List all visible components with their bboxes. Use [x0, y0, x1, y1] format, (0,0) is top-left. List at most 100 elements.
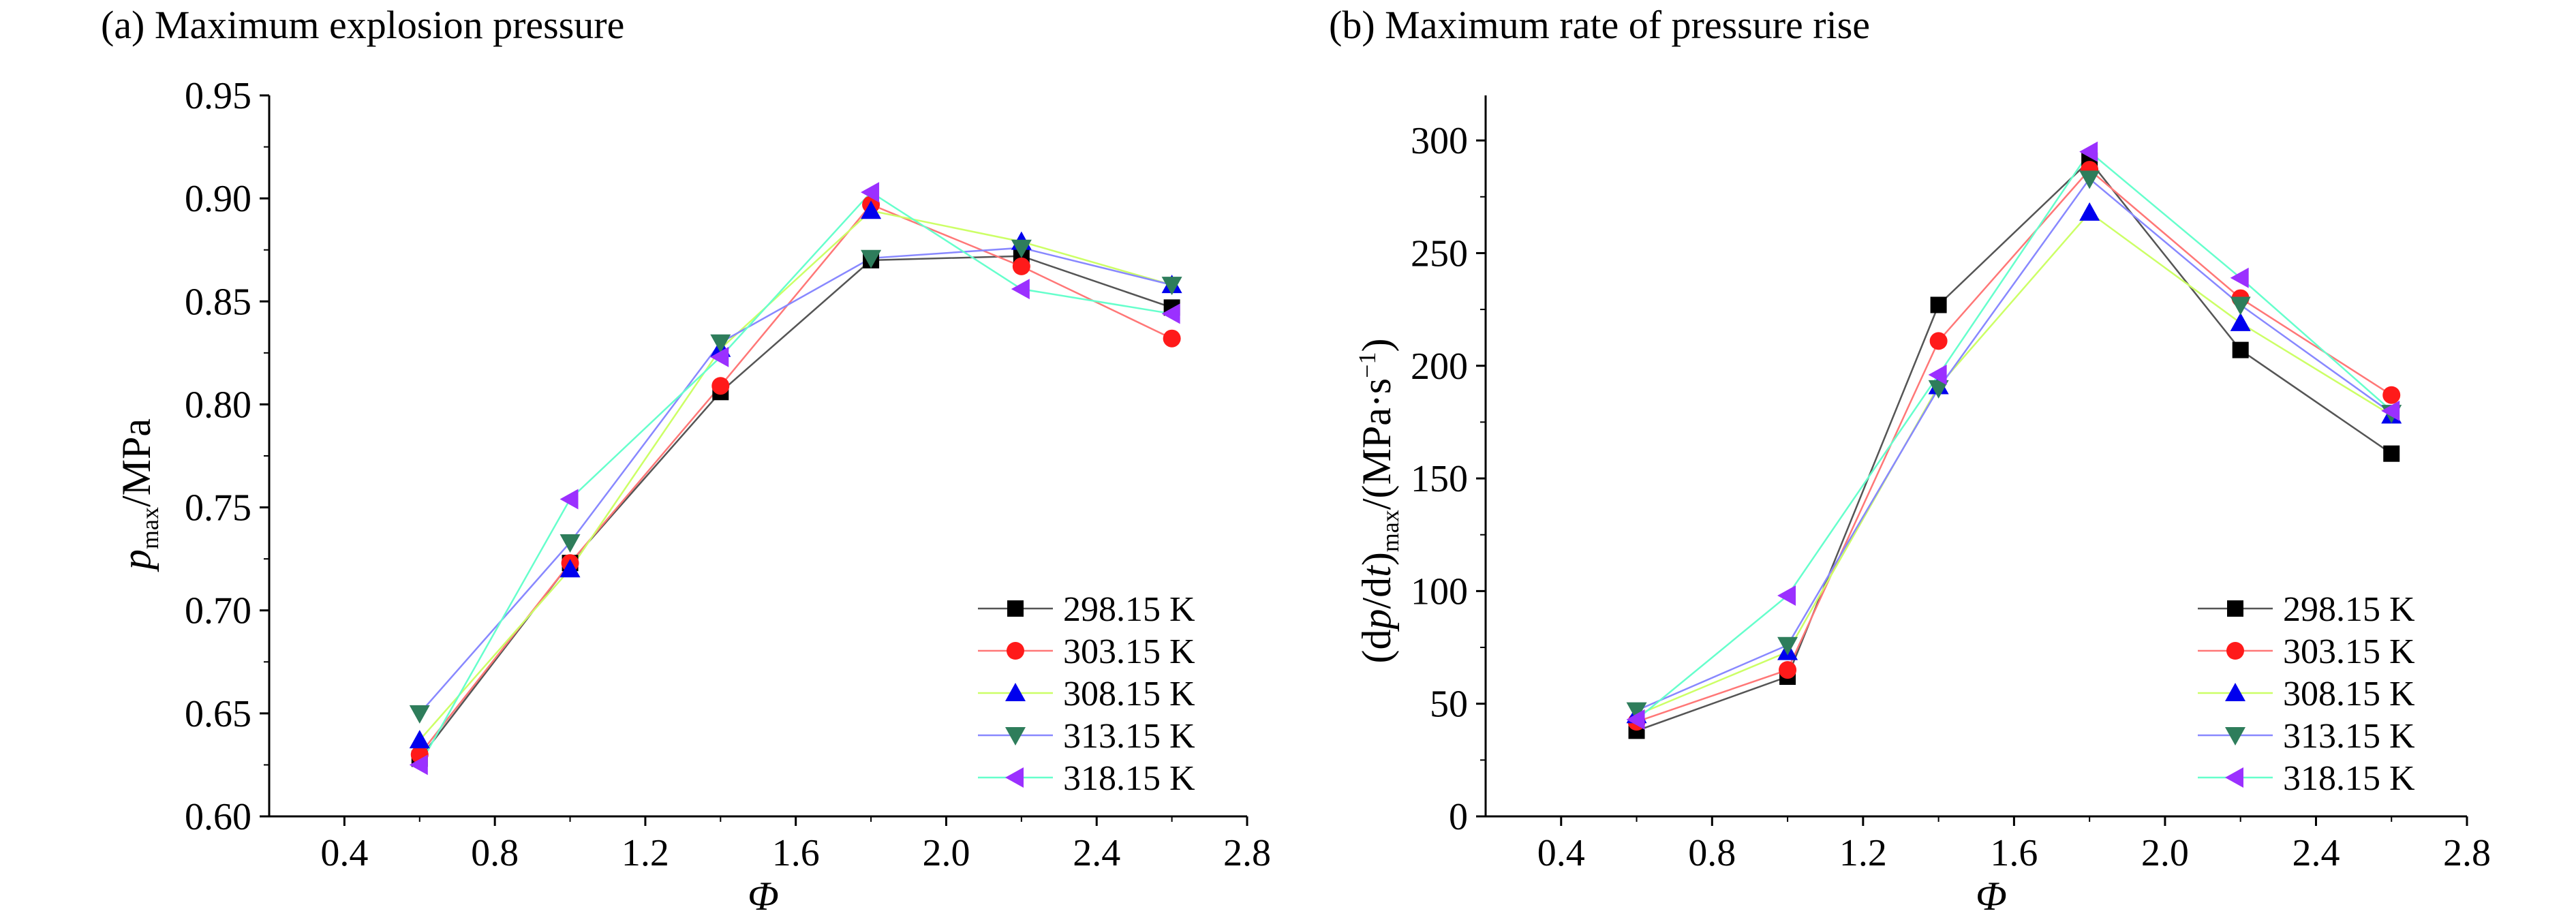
- b-y-tick-label: 0: [1449, 796, 1468, 838]
- b-series-line-31815: [1636, 150, 2393, 720]
- a-series-line-30315: [418, 203, 1173, 756]
- b-series-line-30815: [1636, 211, 2392, 716]
- a-y-tick-label: 0.90: [185, 178, 251, 220]
- a-series-line-31815: [418, 191, 1172, 766]
- b-legend-marker: [2225, 727, 2245, 746]
- panel-b-title: (b) Maximum rate of pressure rise: [1329, 3, 1870, 47]
- b-x-tick-label: 0.4: [1537, 832, 1585, 874]
- b-data-point-31815: [1928, 364, 1947, 385]
- b-data-point-30815: [2230, 312, 2251, 331]
- a-x-tick-label: 2.4: [1073, 832, 1120, 874]
- a-legend-label: 313.15 K: [1063, 717, 1195, 756]
- a-series-line-30815: [418, 209, 1172, 741]
- b-data-point-30815: [2079, 202, 2100, 221]
- b-x-tick-label: 1.6: [1990, 832, 2038, 874]
- a-data-point-31315: [1011, 239, 1032, 258]
- panel-b-x-axis-label: Φ: [1976, 874, 2007, 919]
- panel-a-title: (a) Maximum explosion pressure: [101, 3, 624, 47]
- a-data-point-31315: [710, 334, 731, 353]
- b-data-point-30315: [2382, 386, 2401, 404]
- b-data-point-31315: [1928, 380, 1949, 399]
- panel-a-axes: 0.4 0.8 1.2 1.6 2.0 2.4 2.8 0.60 0.65 0.70 0.75 0.8…: [185, 75, 1271, 874]
- a-legend-label: 318.15 K: [1063, 759, 1195, 798]
- b-x-tick-label: 2.4: [2292, 832, 2340, 874]
- a-y-tick-label: 0.85: [185, 281, 251, 323]
- b-legend-marker: [2227, 600, 2243, 617]
- panel-a-series-markers: [409, 182, 1182, 775]
- b-data-point-29815: [2383, 445, 2400, 462]
- b-data-point-31315: [2079, 170, 2100, 189]
- a-series-line-29815: [418, 255, 1173, 760]
- panel-b-series-markers: [1626, 141, 2402, 739]
- b-series-line-31315: [1636, 177, 2392, 711]
- a-y-tick-label: 0.70: [185, 590, 251, 632]
- b-series-line-29815: [1636, 159, 2392, 732]
- a-x-tick-label: 1.2: [622, 832, 669, 874]
- b-x-tick-label: 1.2: [1839, 832, 1887, 874]
- panel-a-y-axis-label-text: pmax/MPa: [114, 418, 164, 572]
- a-y-tick-label: 0.80: [185, 384, 251, 426]
- panel-b-axes: 0.4 0.8 1.2 1.6 2.0 2.4 2.8 0 50 100 150 200 250 300: [1411, 95, 2491, 874]
- panel-b-y-axis-label: (dp/dt)max/(MPa·s−1): [1353, 339, 1404, 664]
- a-data-point-30815: [559, 559, 581, 578]
- a-x-tick-label: 2.8: [1223, 832, 1271, 874]
- a-x-tick-label: 1.6: [772, 832, 820, 874]
- panel-a-series-lines: [418, 191, 1173, 766]
- b-data-point-29815: [1930, 296, 1947, 313]
- b-y-tick-label: 100: [1411, 570, 1468, 613]
- a-data-point-30315: [1012, 257, 1030, 275]
- b-data-point-31315: [1626, 702, 1647, 721]
- a-data-point-31815: [559, 489, 579, 510]
- panel-b-y-axis-label-text: (dp/dt)max/(MPa·s−1): [1353, 339, 1404, 664]
- b-data-point-31815: [2381, 400, 2400, 421]
- panel-b-pressure-rise-rate: (b) Maximum rate of pressure rise (dp/dt…: [1329, 3, 2491, 919]
- b-legend-marker: [2225, 767, 2243, 788]
- b-x-tick-label: 2.0: [2141, 832, 2189, 874]
- b-legend-label: 298.15 K: [2283, 590, 2415, 629]
- b-y-tick-label: 200: [1411, 345, 1468, 388]
- a-y-tick-label: 0.75: [185, 487, 251, 529]
- a-data-point-31815: [1011, 279, 1030, 300]
- b-legend-label: 308.15 K: [2283, 675, 2415, 713]
- panel-b-series-lines: [1636, 150, 2393, 732]
- panel-a-x-axis-label: Φ: [748, 874, 779, 919]
- b-legend-label: 318.15 K: [2283, 759, 2415, 798]
- b-data-point-29815: [2232, 341, 2249, 358]
- b-data-point-31315: [2230, 296, 2251, 316]
- a-data-point-30315: [1163, 329, 1181, 348]
- a-data-point-31815: [1161, 303, 1180, 324]
- b-y-tick-label: 150: [1411, 458, 1468, 500]
- a-legend-marker: [1005, 727, 1026, 746]
- a-legend-marker: [1007, 600, 1024, 617]
- a-data-point-31315: [409, 705, 430, 724]
- a-x-tick-label: 0.4: [320, 832, 368, 874]
- b-series-line-30315: [1636, 168, 2392, 723]
- b-legend-label: 303.15 K: [2283, 632, 2415, 671]
- a-data-point-30315: [711, 377, 730, 395]
- a-legend-marker: [1005, 683, 1026, 701]
- b-legend-label: 313.15 K: [2283, 717, 2415, 756]
- b-y-tick-label: 300: [1411, 120, 1468, 162]
- a-data-point-31315: [559, 534, 581, 553]
- b-legend-marker: [2225, 683, 2245, 701]
- a-data-point-31315: [1161, 277, 1182, 296]
- a-data-point-31315: [861, 249, 882, 268]
- a-series-line-31315: [418, 247, 1172, 714]
- a-x-tick-label: 2.0: [922, 832, 970, 874]
- a-data-point-30815: [861, 200, 882, 219]
- b-x-tick-label: 0.8: [1688, 832, 1736, 874]
- panel-a-explosion-pressure: (a) Maximum explosion pressure pmax/MPa …: [101, 3, 1271, 919]
- b-legend-marker: [2226, 642, 2244, 660]
- b-data-point-30315: [1929, 332, 1948, 350]
- a-legend-label: 303.15 K: [1063, 632, 1195, 671]
- a-legend-marker: [1005, 767, 1024, 788]
- b-x-tick-label: 2.8: [2443, 832, 2491, 874]
- a-x-tick-label: 0.8: [471, 832, 519, 874]
- a-data-point-31815: [861, 182, 880, 203]
- panel-a-y-axis-label: pmax/MPa: [114, 418, 164, 572]
- b-data-point-31815: [2230, 267, 2249, 288]
- b-y-tick-label: 250: [1411, 232, 1468, 275]
